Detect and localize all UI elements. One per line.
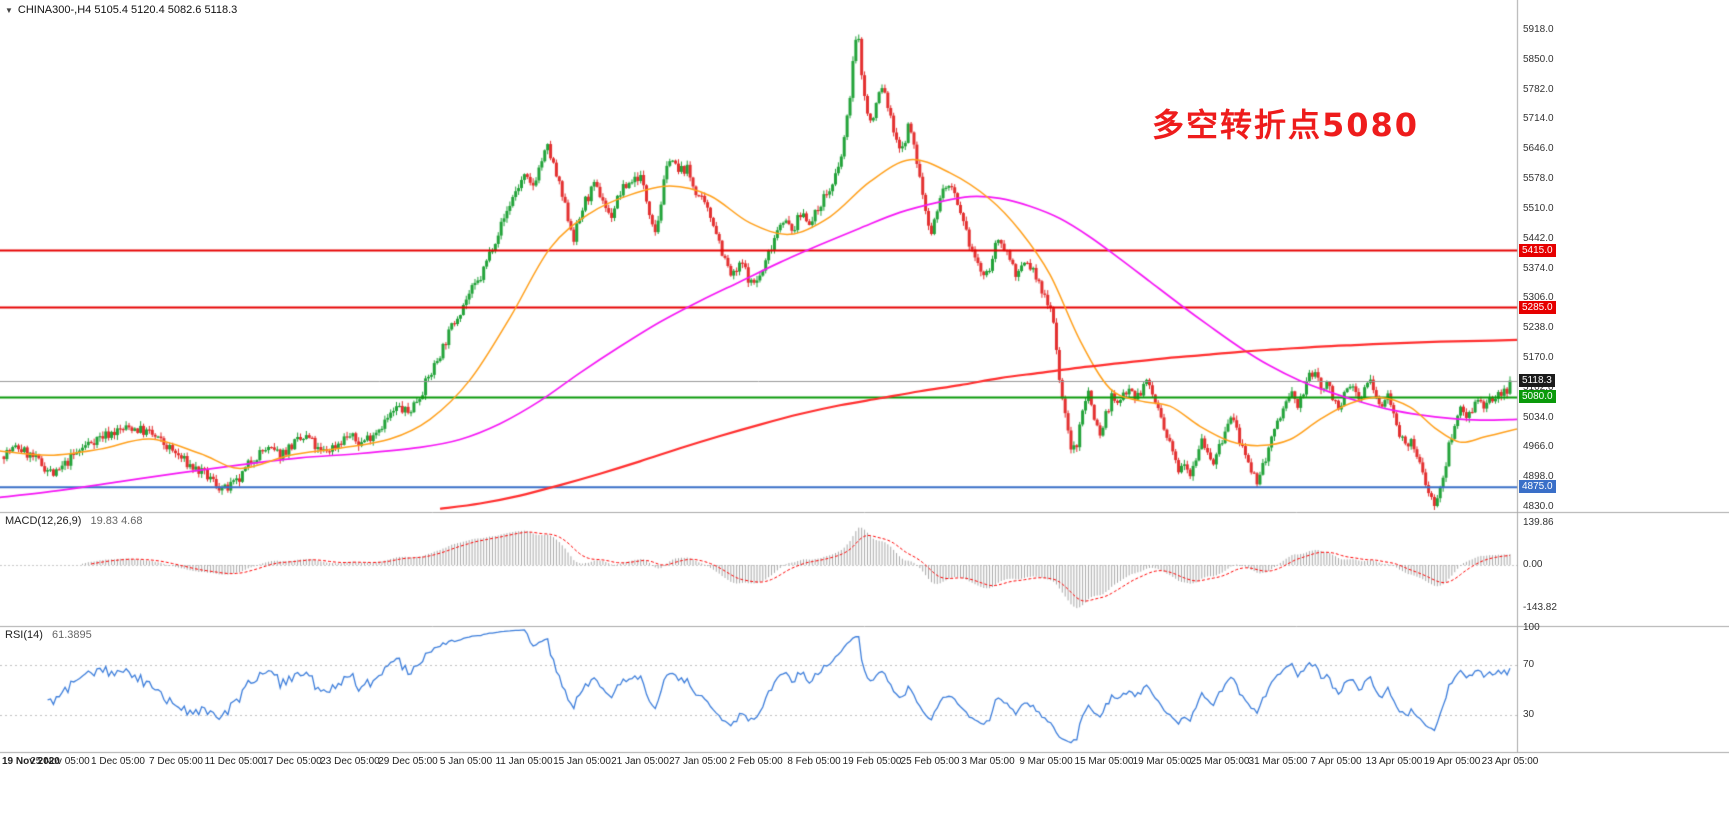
- time-axis-label[interactable]: 15 Mar 05:00: [1074, 756, 1134, 767]
- symbol-ohlc-text: CHINA300-,H4 5105.4 5120.4 5082.6 5118.3: [17, 4, 238, 16]
- time-axis-label[interactable]: 13 Apr 05:00: [1365, 756, 1423, 767]
- time-axis-label[interactable]: 11 Dec 05:00: [204, 756, 264, 767]
- time-axis-label[interactable]: 3 Mar 05:00: [961, 756, 1015, 767]
- price-tick-label: 5306.0: [1523, 292, 1554, 304]
- price-tick-label: 5782.0: [1523, 83, 1554, 95]
- annotation-text: 多空转折点5080: [1152, 106, 1420, 144]
- time-axis-label[interactable]: 23 Dec 05:00: [320, 756, 380, 767]
- time-axis-label[interactable]: 31 Mar 05:00: [1248, 756, 1308, 767]
- rsi-value: 61.3895: [51, 629, 92, 641]
- time-axis-label[interactable]: 25 Nov 05:00: [30, 756, 90, 767]
- macd-values: 19.83 4.68: [90, 515, 143, 527]
- price-level-badge: 4875.0: [1519, 480, 1556, 494]
- time-axis-label[interactable]: 11 Jan 05:00: [495, 756, 553, 767]
- time-axis-label[interactable]: 17 Dec 05:00: [262, 756, 322, 767]
- current-price-badge: 5118.3: [1519, 373, 1555, 387]
- time-axis-label[interactable]: 27 Jan 05:00: [669, 756, 727, 767]
- time-axis-label[interactable]: 25 Feb 05:00: [900, 756, 960, 767]
- time-axis-label[interactable]: 23 Apr 05:00: [1481, 756, 1539, 767]
- time-axis-label[interactable]: 2 Feb 05:00: [729, 756, 783, 767]
- time-axis-label[interactable]: 7 Apr 05:00: [1310, 756, 1362, 767]
- price-tick-label: 4898.0: [1523, 471, 1554, 483]
- rsi-level-label: 100: [1523, 622, 1540, 633]
- macd-axis-max-label: 139.86: [1523, 517, 1554, 529]
- price-tick-label: 5510.0: [1523, 202, 1554, 214]
- rsi-level-label: 70: [1523, 659, 1535, 671]
- price-tick-label: 5170.0: [1523, 351, 1554, 363]
- price-level-badge: 5285.0: [1519, 300, 1556, 314]
- time-axis-label[interactable]: 29 Dec 05:00: [378, 756, 438, 767]
- rsi-header: RSI(14) 61.3895: [5, 629, 92, 641]
- price-tick-label: 5714.0: [1523, 113, 1554, 125]
- price-tick-label: 5374.0: [1523, 262, 1554, 274]
- time-axis-label[interactable]: 7 Dec 05:00: [149, 756, 203, 767]
- price-tick-label: 4830.0: [1523, 501, 1554, 512]
- time-axis-label[interactable]: 19 Nov 2020: [2, 756, 60, 767]
- macd-header: MACD(12,26,9) 19.83 4.68: [5, 515, 142, 527]
- rsi-label: RSI(14): [5, 629, 43, 641]
- macd-label: MACD(12,26,9): [5, 515, 82, 527]
- price-tick-label: 4966.0: [1523, 441, 1554, 453]
- collapse-triangle-icon[interactable]: ▼: [5, 5, 13, 15]
- price-tick-label: 5238.0: [1523, 322, 1554, 334]
- time-axis-label[interactable]: 21 Jan 05:00: [611, 756, 669, 767]
- time-axis-label[interactable]: 15 Jan 05:00: [553, 756, 611, 767]
- rsi-level-label: 30: [1523, 708, 1535, 720]
- time-axis-label[interactable]: 25 Mar 05:00: [1190, 756, 1250, 767]
- price-tick-label: 5850.0: [1523, 53, 1554, 65]
- price-level-badge: 5080.0: [1519, 390, 1556, 404]
- price-tick-label: 5918.0: [1523, 24, 1554, 35]
- price-level-badge: 5415.0: [1519, 243, 1556, 257]
- time-axis-label[interactable]: 5 Jan 05:00: [439, 756, 493, 767]
- price-tick-label: 5442.0: [1523, 232, 1554, 244]
- symbol-info: ▼ CHINA300-,H4 5105.4 5120.4 5082.6 5118…: [5, 4, 237, 16]
- time-axis-label[interactable]: 9 Mar 05:00: [1019, 756, 1073, 767]
- price-tick-label: 5578.0: [1523, 173, 1554, 185]
- time-axis-label[interactable]: 19 Apr 05:00: [1423, 756, 1481, 767]
- time-axis-label[interactable]: 19 Mar 05:00: [1132, 756, 1192, 767]
- time-axis-label[interactable]: 19 Feb 05:00: [842, 756, 902, 767]
- price-tick-label: 5102.0: [1523, 381, 1554, 393]
- macd-axis-min-label: -143.82: [1523, 602, 1557, 614]
- price-tick-label: 5646.0: [1523, 143, 1554, 155]
- time-axis-label[interactable]: 1 Dec 05:00: [91, 756, 145, 767]
- time-axis-label[interactable]: 8 Feb 05:00: [787, 756, 841, 767]
- macd-axis-zero-label: 0.00: [1523, 559, 1543, 570]
- price-tick-label: 5034.0: [1523, 411, 1554, 423]
